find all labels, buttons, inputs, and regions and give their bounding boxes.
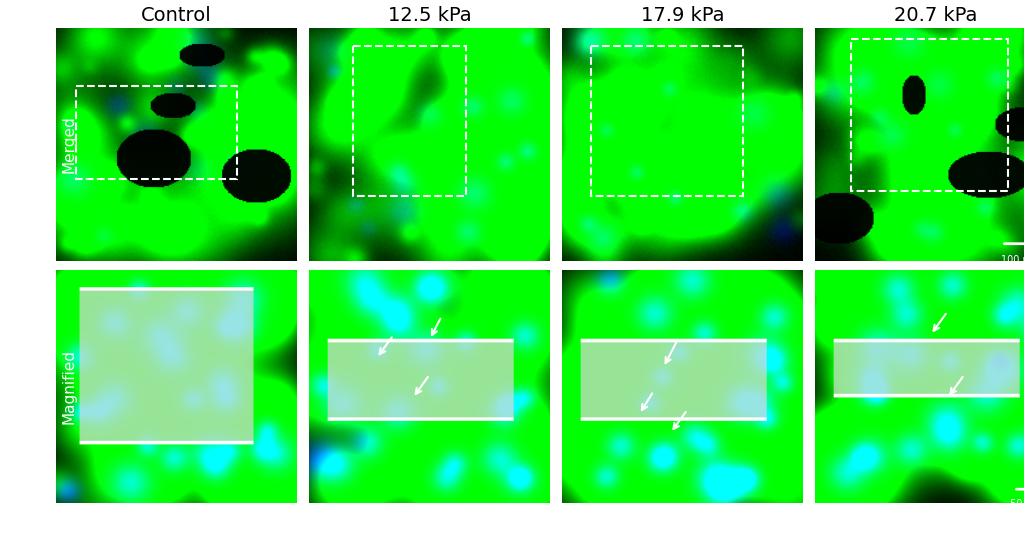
Bar [76,86,237,179]
Text: Magnified: Magnified [61,349,77,424]
Bar [851,39,1008,191]
Text: 17.9 kPa: 17.9 kPa [641,6,724,25]
Text: 20.7 kPa: 20.7 kPa [894,6,977,25]
Text: Control: Control [141,6,212,25]
Text: Merged: Merged [61,116,77,173]
Bar [352,46,466,196]
Text: 50 μm: 50 μm [1010,498,1024,509]
Text: 100 μm: 100 μm [1001,255,1024,266]
Bar [591,46,742,196]
Text: 12.5 kPa: 12.5 kPa [388,6,471,25]
